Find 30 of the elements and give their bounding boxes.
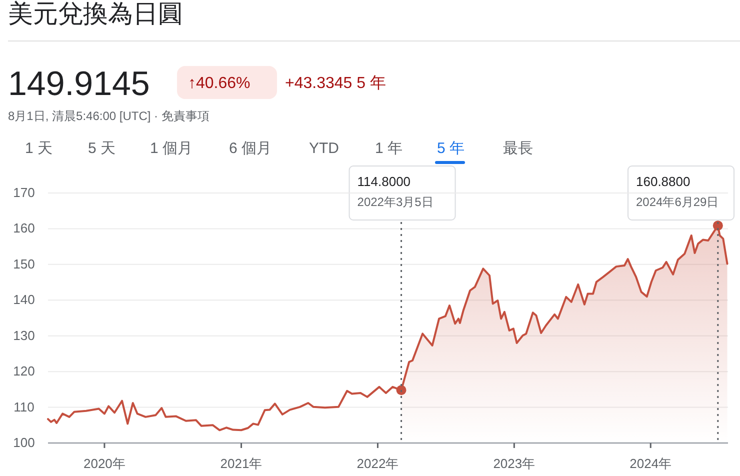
x-tick-label: 2022年 bbox=[356, 456, 399, 471]
text: ↑40.66% bbox=[188, 75, 250, 92]
y-tick-label: 110 bbox=[14, 399, 34, 414]
text: 1 年 bbox=[375, 140, 403, 157]
text: 6 個月 bbox=[229, 140, 272, 157]
text: 1 個月 bbox=[150, 140, 193, 157]
y-tick-label: 160 bbox=[13, 220, 35, 236]
text: YTD bbox=[309, 140, 340, 157]
x-tick-label: 2024年 bbox=[630, 456, 672, 471]
text: 5 年 bbox=[437, 140, 465, 157]
y-tick-label: 130 bbox=[13, 328, 35, 343]
text: 5 天 bbox=[88, 140, 116, 157]
text: 8月1日, 清晨5:46:00 [UTC] · 免責事項 bbox=[8, 109, 210, 123]
x-tick-label: 2023年 bbox=[493, 456, 536, 471]
y-tick-label: 140 bbox=[13, 292, 35, 308]
y-tick-label: 170 bbox=[13, 185, 35, 200]
x-tick-label: 2020年 bbox=[83, 456, 126, 471]
chart-title: 美元兌換為日圓 bbox=[8, 0, 183, 28]
text: 1 天 bbox=[25, 140, 53, 157]
y-tick-label: 100 bbox=[13, 435, 35, 450]
y-tick-label: 120 bbox=[13, 364, 35, 379]
y-tick-label: 150 bbox=[13, 256, 35, 272]
text: +43.3345 5 年 bbox=[285, 75, 386, 92]
x-tick-label: 2021年 bbox=[220, 456, 262, 471]
text: 114.8000 bbox=[357, 174, 411, 189]
annotation: 2022年3月5日 bbox=[357, 195, 434, 209]
text: 149.9145 bbox=[8, 65, 150, 103]
annotation: 2024年6月29日 bbox=[636, 195, 719, 209]
text: 160.8800 bbox=[636, 174, 690, 189]
text: 最長 bbox=[503, 140, 533, 157]
